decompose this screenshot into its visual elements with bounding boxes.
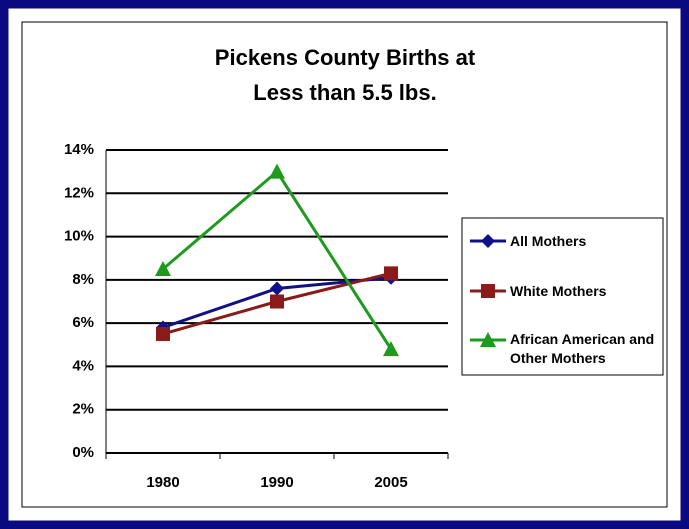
data-point (270, 294, 284, 309)
data-point (269, 163, 285, 179)
data-point (384, 266, 398, 281)
y-tick-label: 10% (64, 228, 94, 245)
legend-label: African American and Other Mothers (510, 331, 655, 366)
y-tick-label: 8% (72, 271, 94, 288)
y-tick-label: 14% (64, 141, 94, 158)
legend-marker (481, 284, 495, 298)
legend-label: All Mothers (510, 232, 587, 249)
x-tick-label: 1990 (260, 474, 293, 491)
data-point (383, 341, 399, 357)
y-tick-label: 2% (72, 401, 94, 418)
legend-marker (481, 234, 495, 248)
y-tick-label: 6% (72, 314, 94, 331)
x-tick-label: 1980 (146, 474, 179, 491)
legend-label: White Mothers (510, 282, 607, 299)
legend-marker (480, 332, 496, 347)
y-tick-label: 4% (72, 357, 94, 374)
y-tick-label: 12% (64, 184, 94, 201)
data-point (155, 261, 171, 277)
data-point (156, 326, 170, 341)
data-point (270, 281, 284, 296)
y-tick-label: 0% (72, 444, 94, 461)
legend-box (461, 217, 664, 376)
chart-title: Pickens County Births at Less than 5.5 l… (214, 45, 476, 105)
x-tick-label: 2005 (374, 474, 407, 491)
